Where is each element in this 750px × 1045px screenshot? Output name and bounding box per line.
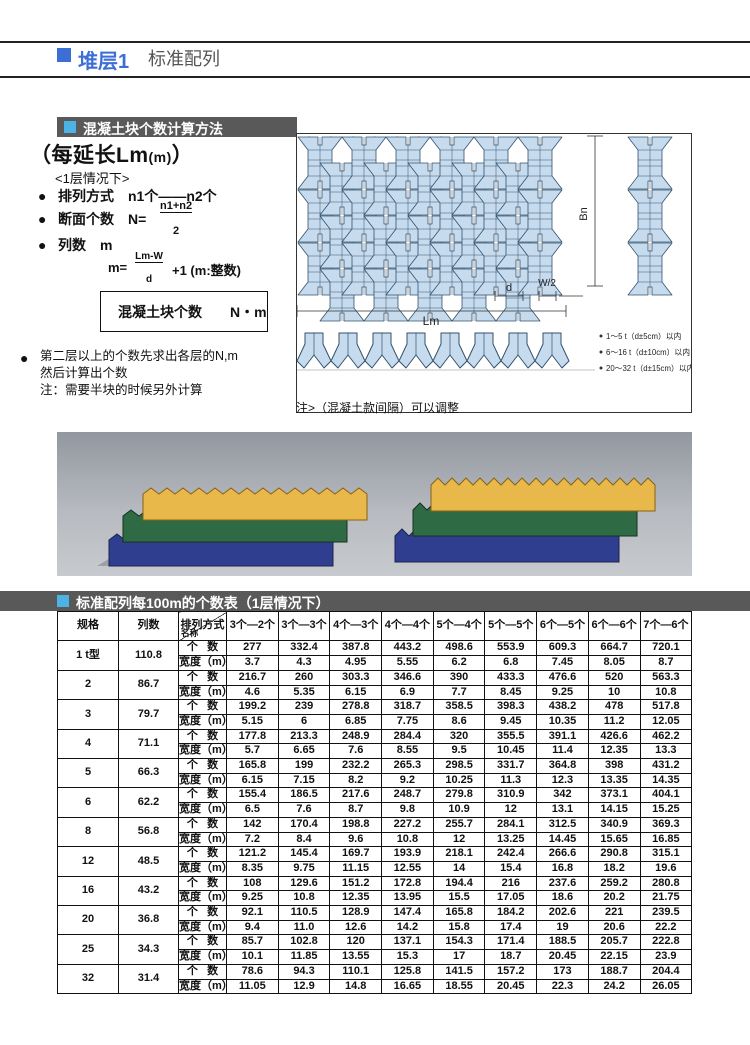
svg-text:Bn: Bn (578, 207, 590, 220)
svg-text:d: d (506, 282, 512, 294)
svg-text:1～5 t（d±5cm）以内: 1～5 t（d±5cm）以内 (606, 331, 682, 341)
svg-text:W/2: W/2 (538, 278, 556, 289)
svg-text:20～32 t（d±15cm）以内: 20～32 t（d±15cm）以内 (606, 363, 692, 373)
svg-text:6～16 t（d±10cm）以内: 6～16 t（d±10cm）以内 (606, 347, 690, 357)
svg-text:Lm: Lm (423, 314, 440, 328)
